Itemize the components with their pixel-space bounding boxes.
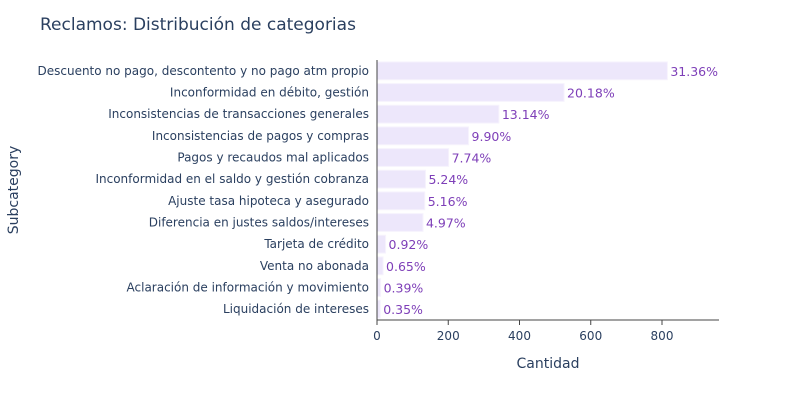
y-axis-title: Subcategory: [6, 146, 22, 235]
y-tick-label: Tarjeta de crédito: [263, 237, 369, 251]
data-label: 13.14%: [502, 107, 550, 122]
axes-group: [376, 60, 719, 321]
bar: [376, 83, 565, 102]
y-tick-label: Inconformidad en débito, gestión: [170, 86, 369, 100]
x-axis-title: Cantidad: [517, 356, 580, 372]
x-tick-labels: 0 200 400 600 800: [373, 320, 673, 343]
bar: [376, 213, 424, 232]
bar: [376, 148, 450, 167]
data-labels-group: 31.36% 20.18% 13.14% 9.90% 7.74% 5.24% 5.16% 4.…: [383, 64, 718, 317]
data-label: 20.18%: [567, 86, 615, 101]
y-tick-label: Aclaración de información y movimiento: [127, 281, 369, 295]
data-label: 31.36%: [670, 64, 718, 79]
y-tick-label: Inconformidad en el saldo y gestión cobr…: [95, 172, 369, 186]
data-label: 0.39%: [384, 281, 424, 296]
x-tick-label: 800: [651, 329, 674, 343]
bar: [376, 234, 387, 254]
y-tick-label: Diferencia en justes saldos/intereses: [149, 216, 369, 230]
y-tick-label: Ajuste tasa hipoteca y asegurado: [168, 194, 369, 208]
y-tick-label: Venta no abonada: [260, 259, 369, 273]
bar: [376, 169, 426, 189]
x-tick-label: 200: [437, 329, 460, 343]
bar: [376, 191, 426, 211]
bar: [376, 126, 470, 146]
data-label: 5.24%: [428, 172, 468, 187]
data-label: 7.74%: [452, 151, 492, 166]
y-tick-labels: Descuento no pago, descontento y no pago…: [37, 64, 369, 316]
y-tick-label: Pagos y recaudos mal aplicados: [177, 151, 369, 165]
bar: [376, 104, 500, 124]
y-tick-label: Liquidación de intereses: [223, 302, 369, 316]
data-label: 5.16%: [428, 194, 468, 209]
data-label: 0.92%: [389, 237, 429, 252]
x-tick-label: 0: [373, 329, 381, 343]
y-tick-label: Inconsistencias de pagos y compras: [152, 129, 369, 143]
y-tick-label: Inconsistencias de transacciones general…: [108, 107, 369, 121]
bar: [376, 61, 668, 81]
data-label: 9.90%: [472, 129, 512, 144]
y-tick-label: Descuento no pago, descontento y no pago…: [37, 64, 369, 78]
chart-title: Reclamos: Distribución de categorias: [40, 15, 356, 35]
data-label: 4.97%: [426, 216, 466, 231]
bar: [376, 256, 384, 276]
x-tick-label: 400: [508, 329, 531, 343]
bar: [376, 278, 382, 297]
data-label: 0.65%: [386, 259, 426, 274]
x-tick-label: 600: [579, 329, 602, 343]
data-label: 0.35%: [383, 302, 423, 317]
